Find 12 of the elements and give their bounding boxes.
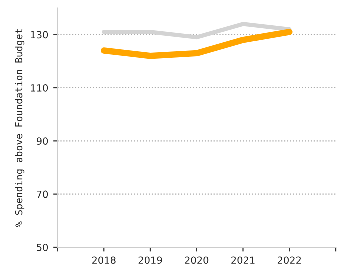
y-tick-label: 110 [31, 84, 48, 92]
y-tick-label: 130 [31, 31, 48, 39]
x-tick-label: 2022 [278, 256, 302, 264]
x-tick-label: 2020 [185, 256, 209, 264]
line-series [102, 22, 292, 40]
y-tick-label: 50 [37, 244, 48, 252]
y-tick-label: 70 [37, 190, 48, 198]
y-tick-label: 90 [36, 138, 48, 145]
x-tick-label: 2019 [138, 256, 162, 264]
y-axis-title: % Spending above Foundation Budget [15, 29, 25, 228]
x-tick-label: 2018 [92, 256, 116, 264]
x-tick-label: 2021 [232, 256, 255, 264]
